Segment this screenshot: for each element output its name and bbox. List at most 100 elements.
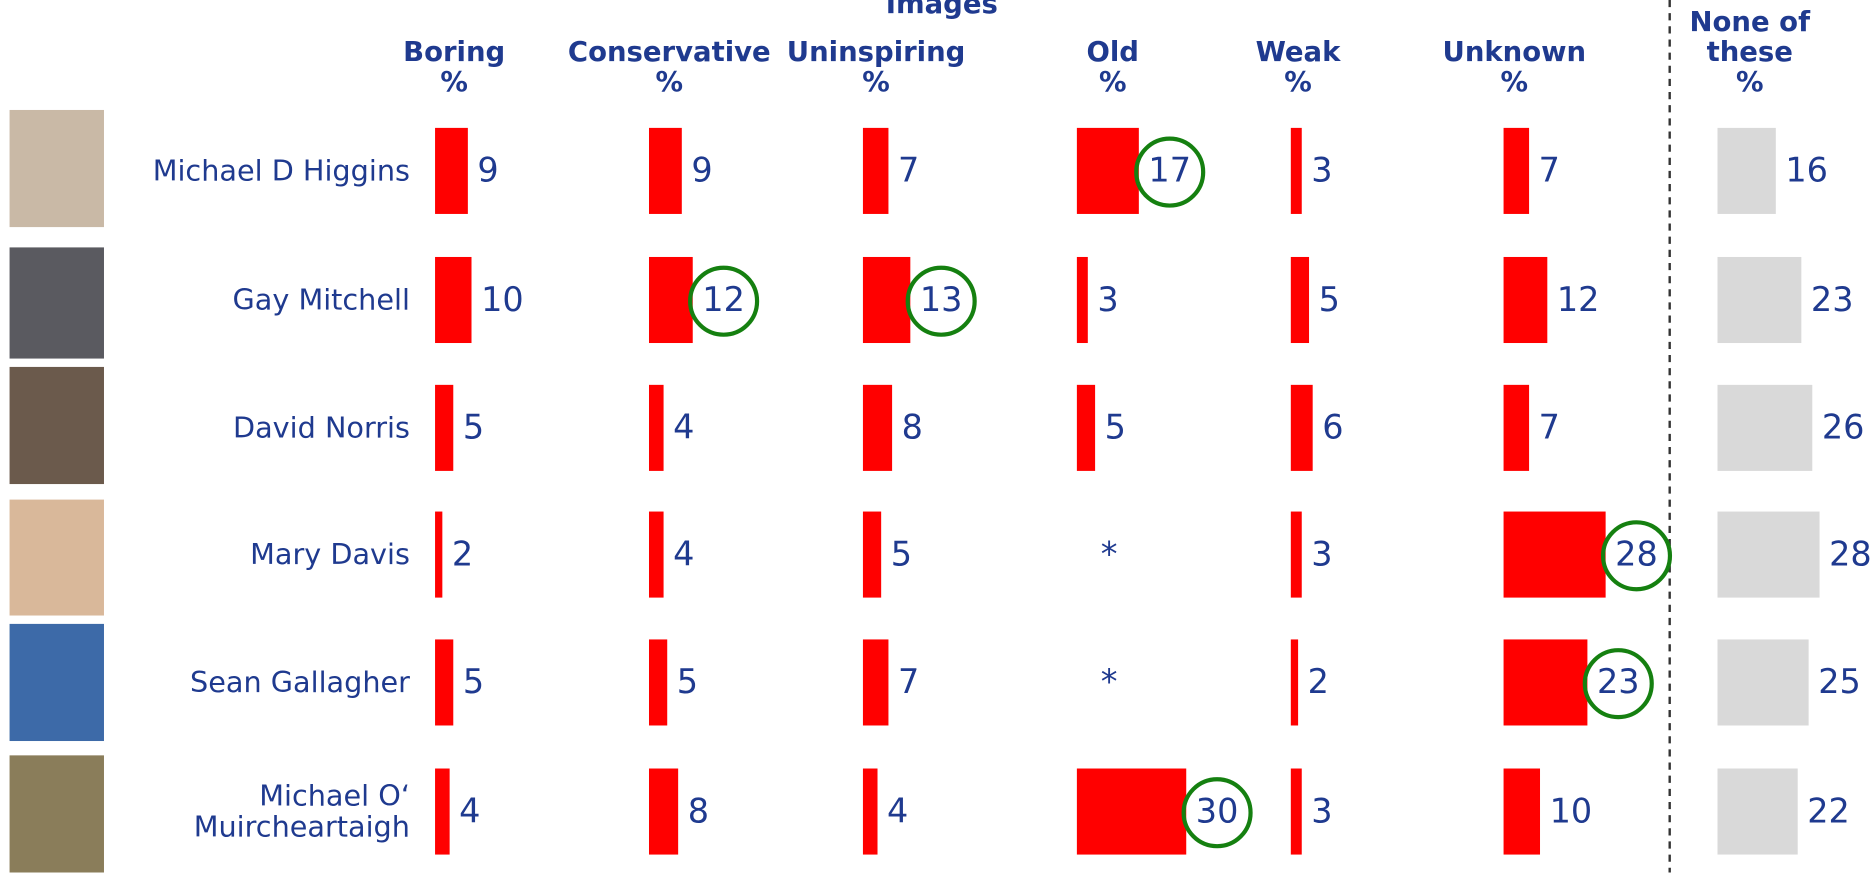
- highlight-circle: [1582, 648, 1654, 720]
- column-header: Unknown%: [1395, 38, 1634, 98]
- value-label: 5: [1104, 407, 1126, 448]
- bar: [862, 511, 882, 598]
- bar: [862, 127, 889, 214]
- row-label: Gay Mitchell: [232, 283, 410, 317]
- bar: [435, 384, 454, 471]
- bar: [1717, 511, 1820, 598]
- highlight-circle: [1134, 136, 1206, 208]
- value-label: 5: [462, 662, 485, 702]
- unit-label: %: [1098, 66, 1127, 99]
- row-label: Michael D Higgins: [152, 154, 410, 188]
- highlight-circle: [905, 265, 977, 337]
- unit-label: %: [440, 66, 468, 99]
- bar: [1290, 256, 1310, 344]
- bar: [862, 256, 911, 344]
- bar: [435, 511, 443, 598]
- value-label: 8: [901, 407, 923, 448]
- bar: [648, 768, 679, 855]
- bar: [1503, 384, 1530, 471]
- value-label: 23: [1596, 662, 1640, 702]
- bar: [1717, 768, 1798, 855]
- bar: [435, 768, 450, 855]
- series-name: Uninspiring: [786, 37, 966, 69]
- photo: [9, 109, 104, 228]
- value-label: 4: [673, 407, 695, 448]
- bar: [648, 384, 664, 471]
- bar: [1503, 511, 1606, 598]
- column-header: Boring%: [335, 38, 574, 98]
- bar: [1503, 256, 1548, 344]
- value-label: 6: [1322, 407, 1344, 448]
- value-label: 10: [1549, 791, 1593, 831]
- value-label: 7: [1538, 150, 1560, 191]
- series-name: Unknown: [1442, 37, 1587, 69]
- bar: [648, 511, 664, 598]
- bar: [648, 127, 682, 214]
- photo: [9, 247, 104, 359]
- highlight-circle: [1181, 777, 1253, 849]
- value-label: 5: [890, 534, 913, 574]
- bar: [1076, 768, 1187, 855]
- bar: [1717, 256, 1802, 344]
- unit-label: %: [862, 66, 890, 99]
- value-label: 4: [459, 791, 481, 831]
- value-label: 3: [1311, 150, 1333, 191]
- photo: [9, 499, 104, 616]
- value-label: 4: [673, 534, 695, 574]
- bar: [1503, 639, 1588, 726]
- bar: [1717, 127, 1776, 214]
- bar: [1290, 511, 1302, 598]
- value-label: *: [1100, 534, 1118, 574]
- unit-label: %: [1500, 66, 1529, 99]
- value-label: *: [1100, 662, 1118, 702]
- value-label: 30: [1195, 791, 1239, 831]
- chart-title: Images: [885, 0, 998, 21]
- series-name: Old: [1086, 37, 1139, 69]
- photo: [9, 366, 104, 485]
- series-name: Boring: [403, 37, 506, 69]
- series-name: Weak: [1255, 37, 1341, 69]
- column-header: Old%: [993, 38, 1232, 98]
- value-label: 4: [887, 791, 909, 831]
- bar: [862, 768, 878, 855]
- unit-label: %: [655, 66, 684, 99]
- value-label: 7: [1538, 407, 1560, 448]
- bar: [862, 639, 889, 726]
- bar: [1076, 256, 1088, 344]
- column-header: Uninspiring%: [757, 38, 996, 98]
- bar: [1290, 127, 1302, 214]
- value-label: 28: [1829, 534, 1872, 574]
- value-label: 5: [462, 407, 485, 448]
- bar: [648, 256, 693, 344]
- bar: [1076, 384, 1096, 471]
- value-label: 5: [676, 662, 699, 702]
- column-header: Conservative%: [550, 38, 789, 98]
- value-label: 22: [1807, 791, 1850, 831]
- bar: [1076, 127, 1139, 214]
- value-label: 2: [451, 534, 474, 574]
- value-label: 23: [1810, 279, 1854, 320]
- highlight-circle: [1600, 520, 1673, 592]
- value-label: 2: [1307, 662, 1329, 702]
- bar: [1290, 384, 1313, 471]
- bar: [435, 639, 454, 726]
- value-label: 7: [898, 662, 920, 702]
- column-header: None of these%: [1684, 8, 1815, 98]
- bar: [862, 384, 893, 471]
- bar: [435, 256, 472, 344]
- bar: [648, 639, 668, 726]
- value-label: 28: [1615, 534, 1658, 574]
- bar: [1717, 384, 1813, 471]
- bar: [1717, 639, 1809, 726]
- value-label: 16: [1785, 150, 1828, 191]
- value-label: 12: [702, 279, 745, 320]
- unit-label: %: [1735, 66, 1764, 99]
- value-label: 5: [1318, 279, 1340, 320]
- value-label: 17: [1148, 150, 1191, 191]
- bar: [1290, 639, 1299, 726]
- row-label: Sean Gallagher: [190, 665, 410, 700]
- value-label: 9: [691, 150, 713, 191]
- value-label: 7: [898, 150, 920, 191]
